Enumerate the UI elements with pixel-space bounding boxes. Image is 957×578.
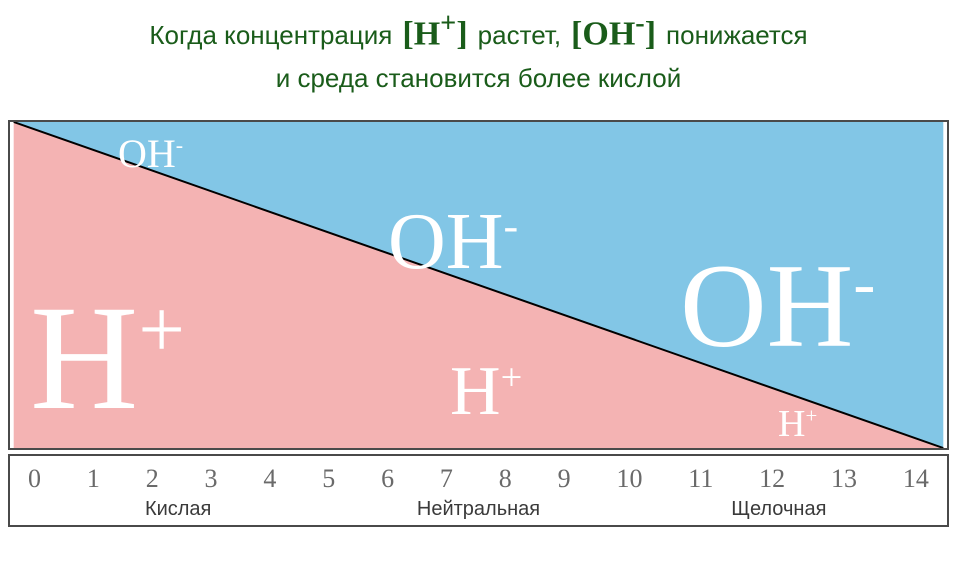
ph-tick-1: 1 bbox=[87, 464, 100, 494]
ph-tick-8: 8 bbox=[499, 464, 512, 494]
category-acid: Кислая bbox=[28, 498, 328, 521]
ph-tick-5: 5 bbox=[322, 464, 335, 494]
ph-tick-3: 3 bbox=[205, 464, 218, 494]
ph-tick-12: 12 bbox=[759, 464, 785, 494]
ph-tick-6: 6 bbox=[381, 464, 394, 494]
ion-oh-minus-bracket: [OH-] bbox=[571, 8, 656, 53]
oh-minus-label-5: OH- bbox=[680, 237, 875, 375]
ph-scale-box: 01234567891011121314 Кислая Нейтральная … bbox=[8, 454, 949, 527]
oh-minus-label-3: OH- bbox=[118, 130, 183, 177]
header-line-2: и среда становится более кислой bbox=[0, 63, 957, 94]
ph-tick-0: 0 bbox=[28, 464, 41, 494]
ph-tick-7: 7 bbox=[440, 464, 453, 494]
text-decreases: понижается bbox=[666, 20, 808, 51]
ph-tick-9: 9 bbox=[558, 464, 571, 494]
ph-tick-row: 01234567891011121314 bbox=[10, 464, 947, 494]
ph-tick-11: 11 bbox=[688, 464, 713, 494]
ph-tick-2: 2 bbox=[146, 464, 159, 494]
ph-triangle-chart: H+ H+ H+ OH- OH- OH- bbox=[8, 120, 949, 450]
ph-tick-10: 10 bbox=[616, 464, 642, 494]
header-text: Когда концентрация [H+] растет, [OH-] по… bbox=[0, 0, 957, 94]
ph-tick-13: 13 bbox=[831, 464, 857, 494]
oh-minus-label-4: OH- bbox=[388, 197, 518, 288]
ph-diagram-container: H+H+H+OH-OH-OH- 01234567891011121314 Кис… bbox=[8, 120, 949, 527]
ph-category-row: Кислая Нейтральная Щелочная bbox=[10, 498, 947, 521]
h-plus-label-2: H+ bbox=[778, 402, 817, 446]
ph-tick-4: 4 bbox=[263, 464, 276, 494]
h-plus-label-0: H+ bbox=[30, 272, 185, 444]
h-plus-label-1: H+ bbox=[450, 352, 522, 432]
category-neutral: Нейтральная bbox=[328, 498, 628, 521]
ph-tick-14: 14 bbox=[903, 464, 929, 494]
ion-h-plus-bracket: [H+] bbox=[402, 8, 467, 53]
text-increases: растет, bbox=[478, 20, 561, 51]
category-alkaline: Щелочная bbox=[629, 498, 929, 521]
header-line-1: Когда концентрация [H+] растет, [OH-] по… bbox=[0, 8, 957, 53]
text-when-concentration: Когда концентрация bbox=[149, 20, 392, 51]
